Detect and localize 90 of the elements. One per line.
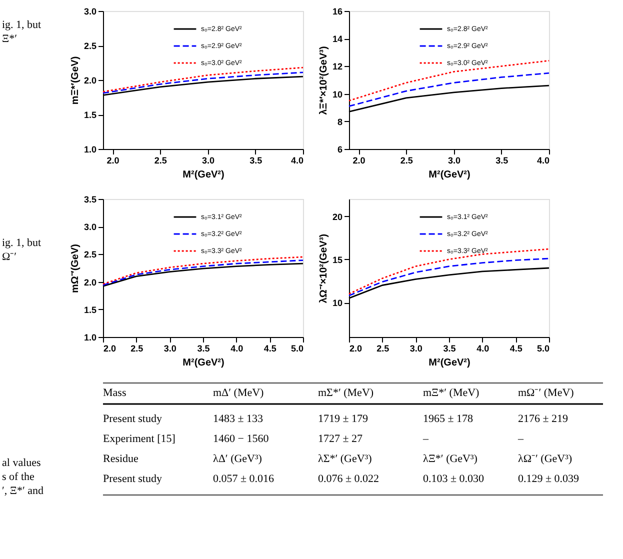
text: Ξ*′ [2, 33, 17, 45]
x-tick-label: 3.0 [164, 344, 176, 354]
x-tick-label: 2.0 [106, 156, 120, 166]
text: 1483 ± 133 [213, 413, 264, 425]
text: 0.103 ± 0.030 [423, 473, 485, 485]
y-tick-label: 1.0 [84, 332, 96, 342]
x-tick-label: 2.0 [104, 344, 116, 354]
text: mΔ′ (MeV) [213, 387, 264, 399]
x-tick-label: 3.0 [202, 156, 215, 166]
x-tick-label: 3.0 [410, 344, 422, 354]
y-tick-label: 2.5 [84, 41, 96, 51]
y-tick-label: 1.0 [84, 144, 96, 154]
text: 0.057 ± 0.016 [213, 473, 275, 485]
x-tick-label: 4.0 [536, 156, 550, 166]
x-tick-label: 2.5 [130, 344, 144, 354]
y-tick-label: 2.5 [84, 250, 96, 260]
text: – [422, 433, 429, 445]
y-tick-label: 20 [332, 212, 342, 222]
y-axis-title: λΞ*′×10²(GeV³) [318, 46, 330, 115]
text: λΞ*′ (GeV³) [423, 453, 478, 465]
y-tick-label: 12 [332, 62, 342, 72]
x-tick-label: 4.0 [230, 344, 244, 354]
x-tick-label: 3.5 [496, 156, 508, 166]
line-series [348, 60, 550, 102]
y-axis-title: λΩ⁻′×10²(GeV³) [318, 234, 330, 304]
y-axis-title: mΩ⁻′(GeV) [70, 244, 81, 293]
text: mΣ*′ (MeV) [318, 387, 374, 399]
x-tick-label: 2.5 [154, 156, 167, 166]
text: 1719 ± 179 [318, 413, 369, 425]
text: – [517, 433, 524, 445]
y-tick-label: 16 [332, 6, 342, 16]
text: Mass [103, 387, 126, 399]
y-tick-label: 15 [332, 254, 342, 265]
x-tick-label: 2.0 [352, 156, 366, 166]
x-tick-label: 3.5 [197, 344, 210, 354]
y-tick-label: 8 [337, 116, 342, 127]
line-series [348, 258, 550, 296]
text: 1727 ± 27 [318, 433, 364, 445]
text: ig. 1, but [2, 19, 42, 31]
y-tick-label: 3.0 [84, 222, 96, 232]
text: 1965 ± 178 [423, 413, 474, 425]
x-tick-label: 5.0 [536, 344, 550, 354]
y-tick-label: 3.5 [84, 194, 96, 204]
x-tick-label: 3.0 [448, 156, 461, 166]
y-tick-label: 2.0 [84, 76, 96, 86]
y-tick-label: 14 [332, 34, 342, 44]
x-axis-title: M²(GeV²) [428, 358, 470, 368]
text: al values [2, 457, 41, 469]
text: λΣ*′ (GeV³) [318, 453, 372, 465]
text: 1460 − 1560 [213, 433, 270, 445]
y-axis-title: mΞ*′(GeV) [70, 56, 81, 105]
y-tick-label: 1.5 [84, 304, 96, 315]
y-tick-label: 10 [332, 89, 342, 100]
x-tick-label: 2.5 [376, 344, 390, 354]
text: Experiment [15] [103, 433, 176, 445]
line-series [348, 72, 550, 107]
x-axis-title: M²(GeV²) [182, 170, 224, 180]
x-tick-label: 5.0 [290, 344, 304, 354]
text: s of the [2, 471, 34, 483]
x-tick-label: 4.5 [264, 344, 276, 354]
text: 0.129 ± 0.039 [518, 473, 580, 485]
x-tick-label: 3.5 [443, 344, 456, 354]
text: 0.076 ± 0.022 [318, 473, 380, 485]
x-tick-label: 2.0 [350, 344, 362, 354]
y-tick-label: 6 [337, 144, 342, 154]
text: λΔ′ (GeV³) [213, 453, 262, 465]
x-axis-title: M²(GeV²) [428, 170, 470, 180]
text: Residue [103, 453, 139, 465]
text: Present study [103, 473, 162, 485]
x-axis-title: M²(GeV²) [182, 358, 224, 368]
x-tick-label: 2.5 [400, 156, 413, 166]
y-tick-label: 3.0 [84, 6, 96, 16]
line-series [348, 248, 550, 295]
x-tick-label: 4.0 [476, 344, 490, 354]
text: ′, Ξ*′ and [2, 485, 44, 497]
text: Ω⁻′ [2, 251, 17, 263]
text: λΩ⁻′ (GeV³) [518, 453, 572, 465]
text: ig. 1, but [2, 237, 42, 249]
x-tick-label: 4.5 [510, 344, 522, 354]
text: Present study [103, 413, 162, 425]
text: mΩ⁻′ (MeV) [518, 387, 574, 399]
line-series [102, 66, 304, 92]
y-tick-label: 1.5 [84, 110, 96, 120]
line-series [102, 72, 304, 94]
y-tick-label: 2.0 [84, 277, 96, 288]
x-tick-label: 4.0 [290, 156, 304, 166]
x-tick-label: 3.5 [250, 156, 262, 166]
y-tick-label: 10 [332, 298, 342, 308]
text: mΞ*′ (MeV) [423, 387, 480, 399]
text: 2176 ± 219 [518, 413, 569, 425]
